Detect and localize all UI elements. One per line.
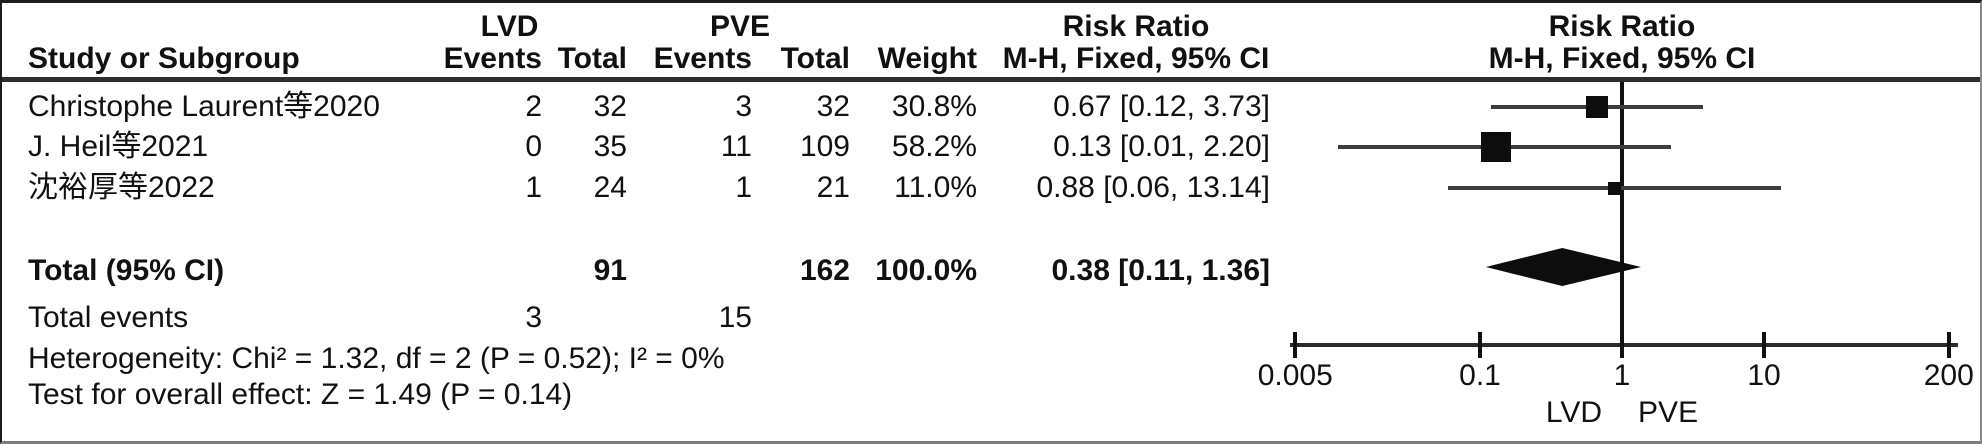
axis-tick-label: 10 — [1747, 359, 1781, 392]
risk-ratio-text-header: Risk Ratio — [1062, 10, 1210, 43]
risk-ratio-plot-header: Risk Ratio — [1548, 10, 1696, 43]
lvd-events: 0 — [525, 130, 542, 163]
axis-tick — [1620, 332, 1624, 358]
total-pve-n: 162 — [799, 254, 850, 287]
total-events-pve: 15 — [718, 301, 752, 334]
header-rule — [2, 77, 1980, 82]
pooled-effect-diamond — [1485, 248, 1641, 286]
null-effect-line — [1620, 82, 1624, 347]
x-axis-line — [1290, 343, 1958, 347]
axis-tick-label: 200 — [1923, 359, 1974, 392]
study-name: J. Heil等2021 — [28, 130, 209, 163]
pve-total: 109 — [799, 130, 850, 163]
overall-effect-stat: Test for overall effect: Z = 1.49 (P = 0… — [28, 378, 573, 411]
rr-ci-value: 0.88 [0.06, 13.14] — [1036, 171, 1270, 204]
axis-tick-label: 0.005 — [1257, 359, 1333, 392]
axis-tick — [1478, 332, 1482, 358]
total-weight: 100.0% — [875, 254, 977, 287]
axis-tick-label: 0.1 — [1459, 359, 1501, 392]
total-lvd-n: 91 — [593, 254, 627, 287]
weight-value: 58.2% — [891, 130, 977, 163]
mh-fixed-ci-plot-header: M-H, Fixed, 95% CI — [1488, 42, 1756, 75]
point-estimate-square — [1586, 96, 1609, 118]
axis-tick — [1762, 332, 1766, 358]
pve-events-header: Events — [653, 42, 752, 75]
axis-tick — [1293, 332, 1298, 358]
pve-events: 3 — [735, 90, 752, 123]
lvd-events-header: Events — [443, 42, 542, 75]
lvd-total: 32 — [593, 90, 627, 123]
total-events-label: Total events — [28, 301, 189, 334]
favours-lvd-label: LVD — [1545, 396, 1603, 429]
point-estimate-square — [1481, 132, 1512, 162]
lvd-events: 2 — [525, 90, 542, 123]
axis-tick-label: 1 — [1613, 359, 1631, 392]
lvd-total: 35 — [593, 130, 627, 163]
pve-events: 11 — [720, 130, 752, 163]
lvd-events: 1 — [525, 171, 542, 204]
group-header-pve: PVE — [709, 10, 771, 43]
study-name: 沈裕厚等2022 — [28, 171, 215, 204]
lvd-total: 24 — [593, 171, 627, 204]
pve-total-header: Total — [780, 42, 850, 75]
study-name: Christophe Laurent等2020 — [28, 90, 380, 123]
mh-fixed-ci-text-header: M-H, Fixed, 95% CI — [1002, 42, 1270, 75]
axis-footer-labels: LVD PVE — [1422, 395, 1822, 431]
favours-pve-label: PVE — [1638, 396, 1699, 429]
weight-header: Weight — [877, 42, 977, 75]
total-label: Total (95% CI) — [28, 254, 225, 287]
weight-value: 11.0% — [894, 171, 977, 204]
group-header-lvd: LVD — [480, 10, 539, 43]
rr-ci-value: 0.13 [0.01, 2.20] — [1053, 130, 1270, 163]
pve-total: 32 — [816, 90, 850, 123]
axis-tick — [1946, 332, 1951, 358]
point-estimate-square — [1607, 181, 1621, 195]
lvd-total-header: Total — [557, 42, 627, 75]
pve-events: 1 — [735, 171, 752, 204]
heterogeneity-stat: Heterogeneity: Chi² = 1.32, df = 2 (P = … — [28, 342, 725, 375]
pve-total: 21 — [816, 171, 850, 204]
weight-value: 30.8% — [891, 90, 977, 123]
total-events-lvd: 3 — [525, 301, 542, 334]
study-column-header: Study or Subgroup — [28, 42, 300, 75]
rr-ci-value: 0.67 [0.12, 3.73] — [1053, 90, 1270, 123]
total-rr-ci-value: 0.38 [0.11, 1.36] — [1051, 254, 1271, 287]
